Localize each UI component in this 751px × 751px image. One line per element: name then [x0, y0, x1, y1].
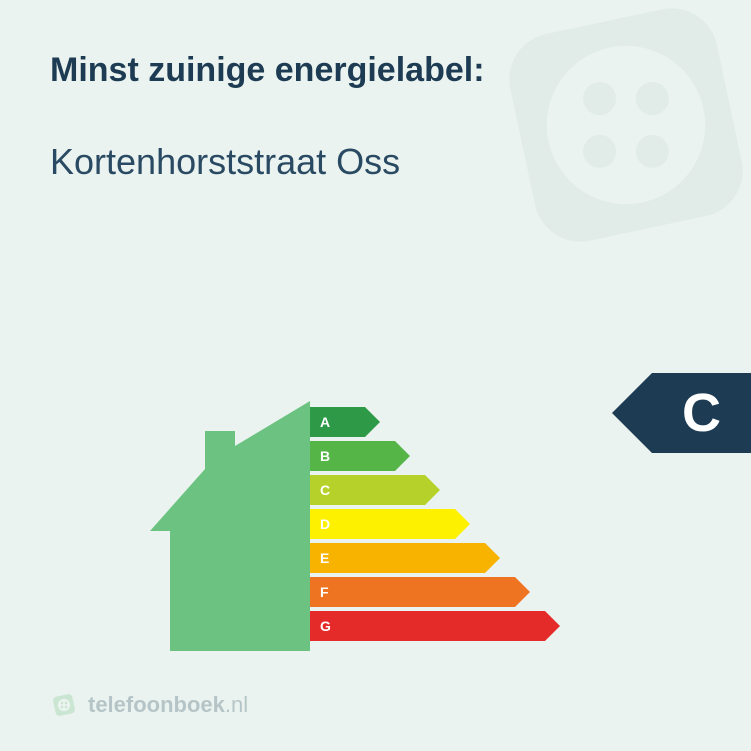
- card-subtitle: Kortenhorststraat Oss: [50, 141, 701, 183]
- rating-value: C: [682, 382, 721, 444]
- house-icon: [150, 401, 310, 651]
- bar-label: G: [310, 611, 545, 641]
- bar-label: E: [310, 543, 485, 573]
- bar-label: D: [310, 509, 455, 539]
- energy-chart: ABCDEFG C: [0, 331, 751, 651]
- bar-label: F: [310, 577, 515, 607]
- energy-label-card: Minst zuinige energielabel: Kortenhorsts…: [0, 0, 751, 751]
- energy-bar-g: G: [310, 611, 545, 641]
- footer-brand: telefoonboek.nl: [88, 692, 248, 718]
- footer-brand-bold: telefoonboek: [88, 692, 225, 717]
- bar-label: A: [310, 407, 365, 437]
- card-title: Minst zuinige energielabel:: [50, 50, 701, 91]
- energy-bar-d: D: [310, 509, 545, 539]
- bar-label: C: [310, 475, 425, 505]
- energy-bars: ABCDEFG: [310, 407, 545, 641]
- energy-bar-a: A: [310, 407, 545, 437]
- footer-logo-icon: [50, 691, 78, 719]
- footer-brand-light: .nl: [225, 692, 248, 717]
- energy-bar-c: C: [310, 475, 545, 505]
- bar-label: B: [310, 441, 395, 471]
- footer: telefoonboek.nl: [50, 691, 248, 719]
- energy-bar-e: E: [310, 543, 545, 573]
- energy-bar-f: F: [310, 577, 545, 607]
- energy-bar-b: B: [310, 441, 545, 471]
- rating-arrow: C: [652, 373, 751, 453]
